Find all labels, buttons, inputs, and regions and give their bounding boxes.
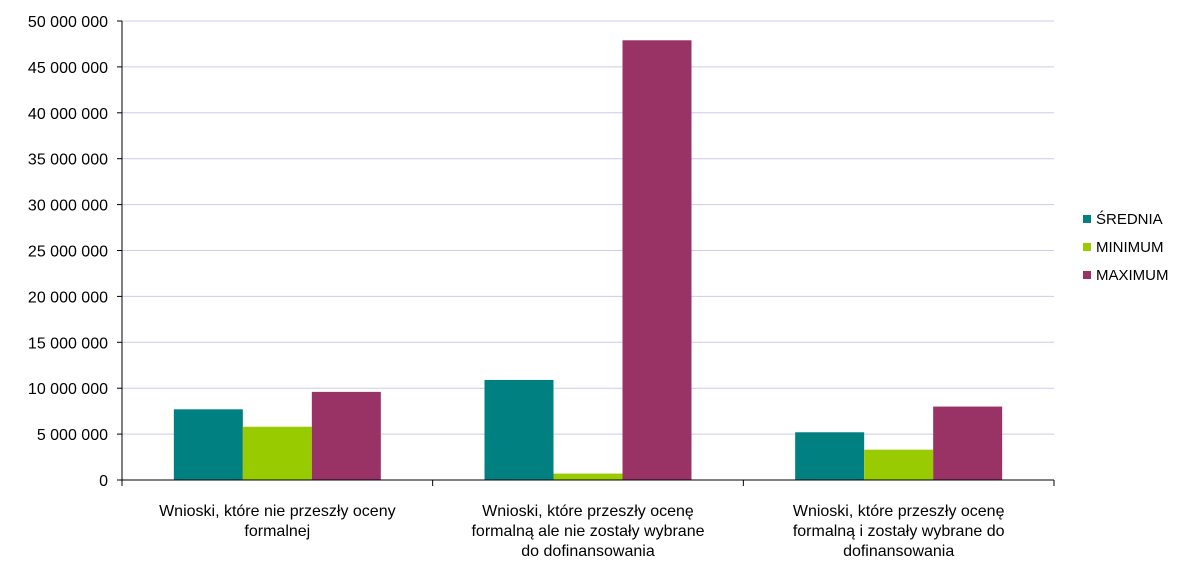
x-axis: Wnioski, które nie przeszły oceny formaln… (121, 479, 1055, 560)
y-tick-label: 15 000 000 (28, 335, 108, 352)
category-label: do dofinansowania (521, 543, 655, 560)
y-tick-label: 20 000 000 (28, 289, 108, 306)
y-tick-label: 5 000 000 (37, 427, 108, 444)
bar--rednia (173, 409, 243, 480)
y-tick-label: 45 000 000 (28, 60, 108, 77)
legend-swatch (1083, 215, 1091, 223)
bar-minimum (242, 426, 312, 480)
y-axis: 0 5 000 000 10 000 000 15 000 000 20 000 000… (28, 14, 123, 490)
category-label: dofinansowania (843, 543, 954, 560)
bar-maximum (311, 391, 381, 480)
bar--rednia (484, 379, 554, 480)
gridlines (122, 20, 1054, 435)
legend-label: ŚREDNIA (1096, 210, 1163, 228)
y-tick-label: 40 000 000 (28, 106, 108, 123)
bar-minimum (553, 473, 623, 480)
bars (173, 40, 1003, 480)
bar--rednia (795, 432, 865, 480)
category-label: formalnej (244, 523, 310, 540)
category-label: Wnioski, które nie przeszły oceny (159, 503, 396, 520)
y-tick-label: 10 000 000 (28, 381, 108, 398)
y-tick-label: 50 000 000 (28, 14, 108, 31)
bar-minimum (864, 449, 934, 480)
legend-label: MAXIMUM (1096, 267, 1169, 284)
y-tick-label: 35 000 000 (28, 152, 108, 169)
y-tick-label: 25 000 000 (28, 244, 108, 261)
category-label: formalną ale nie zostały wybrane (471, 523, 704, 540)
category-label: Wnioski, które przeszły ocenę (793, 503, 1005, 520)
category-label: formalną i zostały wybrane do (793, 523, 1005, 540)
legend-swatch (1083, 271, 1091, 279)
legend-label: MINIMUM (1096, 239, 1164, 256)
y-tick-label: 0 (99, 473, 108, 490)
legend-swatch (1083, 243, 1091, 251)
bar-maximum (622, 40, 692, 480)
bar-maximum (933, 406, 1003, 480)
category-label: Wnioski, które przeszły ocenę (482, 503, 694, 520)
legend: ŚREDNIA MINIMUM MAXIMUM (1083, 210, 1169, 284)
y-tick-label: 30 000 000 (28, 198, 108, 215)
